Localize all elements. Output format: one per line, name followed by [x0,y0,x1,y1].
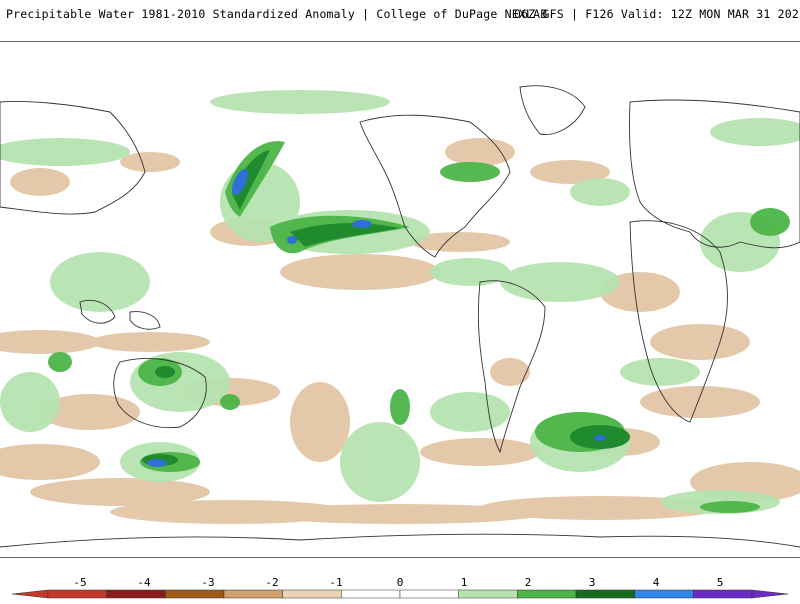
colorbar-segment [165,589,225,599]
colorbar-segment [223,589,283,599]
colorbar-tick-label: 5 [716,576,724,589]
colorbar-tick-label: -5 [73,576,87,589]
colorbar-segment [47,589,107,599]
colorbar-segments [47,589,753,599]
colorbar-segment [575,589,635,599]
colorbar-segment [106,589,166,599]
colorbar-tick-label: 1 [460,576,468,589]
positive-anomaly-max-regions [147,169,606,467]
colorbar-right-arrow [751,589,789,599]
colorbar [0,568,800,600]
map-title: Precipitable Water 1981-2010 Standardize… [6,7,548,21]
colorbar-svg [11,589,789,599]
chart-header: Precipitable Water 1981-2010 Standardize… [0,0,800,30]
colorbar-segment [282,589,342,599]
model-valid-time: 06Z GFS | F126 Valid: 12Z MON MAR 31 202… [514,7,800,21]
colorbar-segment [517,589,577,599]
colorbar-left-arrow [11,589,49,599]
colorbar-tick-label: 2 [524,576,532,589]
colorbar-tick-label: 3 [588,576,596,589]
colorbar-segment [399,589,459,599]
colorbar-tick-label: -2 [265,576,279,589]
anomaly-map [0,41,800,558]
anomaly-map-svg [0,42,800,557]
colorbar-segment [341,589,401,599]
colorbar-segment [634,589,694,599]
colorbar-tick-label: -1 [329,576,343,589]
colorbar-tick-label: -3 [201,576,215,589]
colorbar-tick-label: 0 [396,576,404,589]
colorbar-tick-label: 4 [652,576,660,589]
continent-outlines [0,85,800,548]
colorbar-tick-label: -4 [137,576,151,589]
colorbar-segment [458,589,518,599]
colorbar-segment [693,589,753,599]
